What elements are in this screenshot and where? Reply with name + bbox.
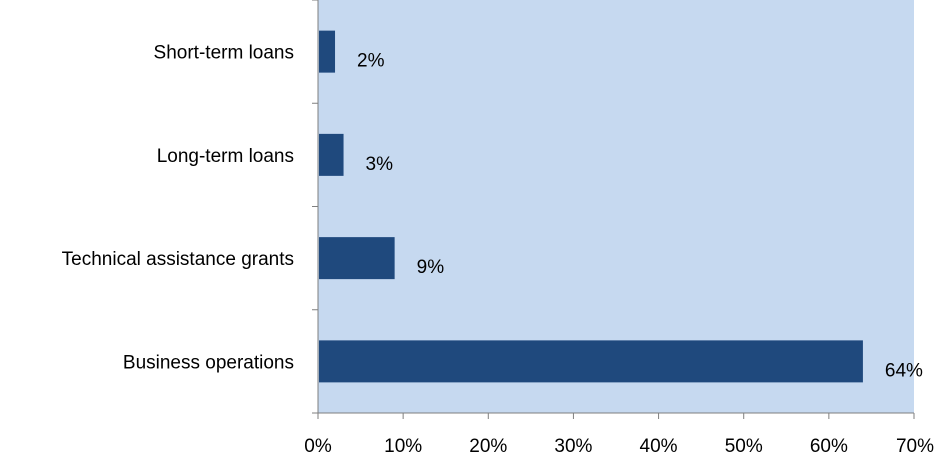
x-axis-ticks (317, 413, 915, 419)
x-tick-label: 50% (725, 436, 763, 457)
x-tick-labels-group: 0% 10% 20% 30% 40% 50% 60% 70% (304, 436, 934, 457)
x-tick-label: 30% (554, 436, 592, 457)
bar-technical-assistance-grants (319, 237, 395, 280)
bar-business-operations (319, 340, 863, 383)
category-label: Long-term loans (157, 146, 294, 167)
category-label: Technical assistance grants (62, 249, 294, 270)
data-label: 3% (366, 154, 394, 175)
x-tick-label: 60% (810, 436, 848, 457)
bar-long-term-loans (319, 133, 344, 176)
data-label: 9% (417, 257, 445, 278)
data-label: 64% (885, 360, 923, 381)
y-axis-ticks (312, 0, 318, 414)
bars-group (319, 30, 863, 383)
data-labels-group: 64% 9% 3% 2% (357, 51, 923, 382)
category-label: Short-term loans (154, 43, 294, 64)
category-labels-group: Business operations Technical assistance … (62, 43, 294, 374)
x-tick-label: 40% (640, 436, 678, 457)
bar-short-term-loans (319, 30, 336, 73)
x-tick-label: 10% (384, 436, 422, 457)
x-tick-label: 0% (304, 436, 332, 457)
x-tick-label: 70% (896, 436, 934, 457)
category-label: Business operations (123, 352, 294, 373)
x-tick-label: 20% (469, 436, 507, 457)
data-label: 2% (357, 51, 385, 72)
